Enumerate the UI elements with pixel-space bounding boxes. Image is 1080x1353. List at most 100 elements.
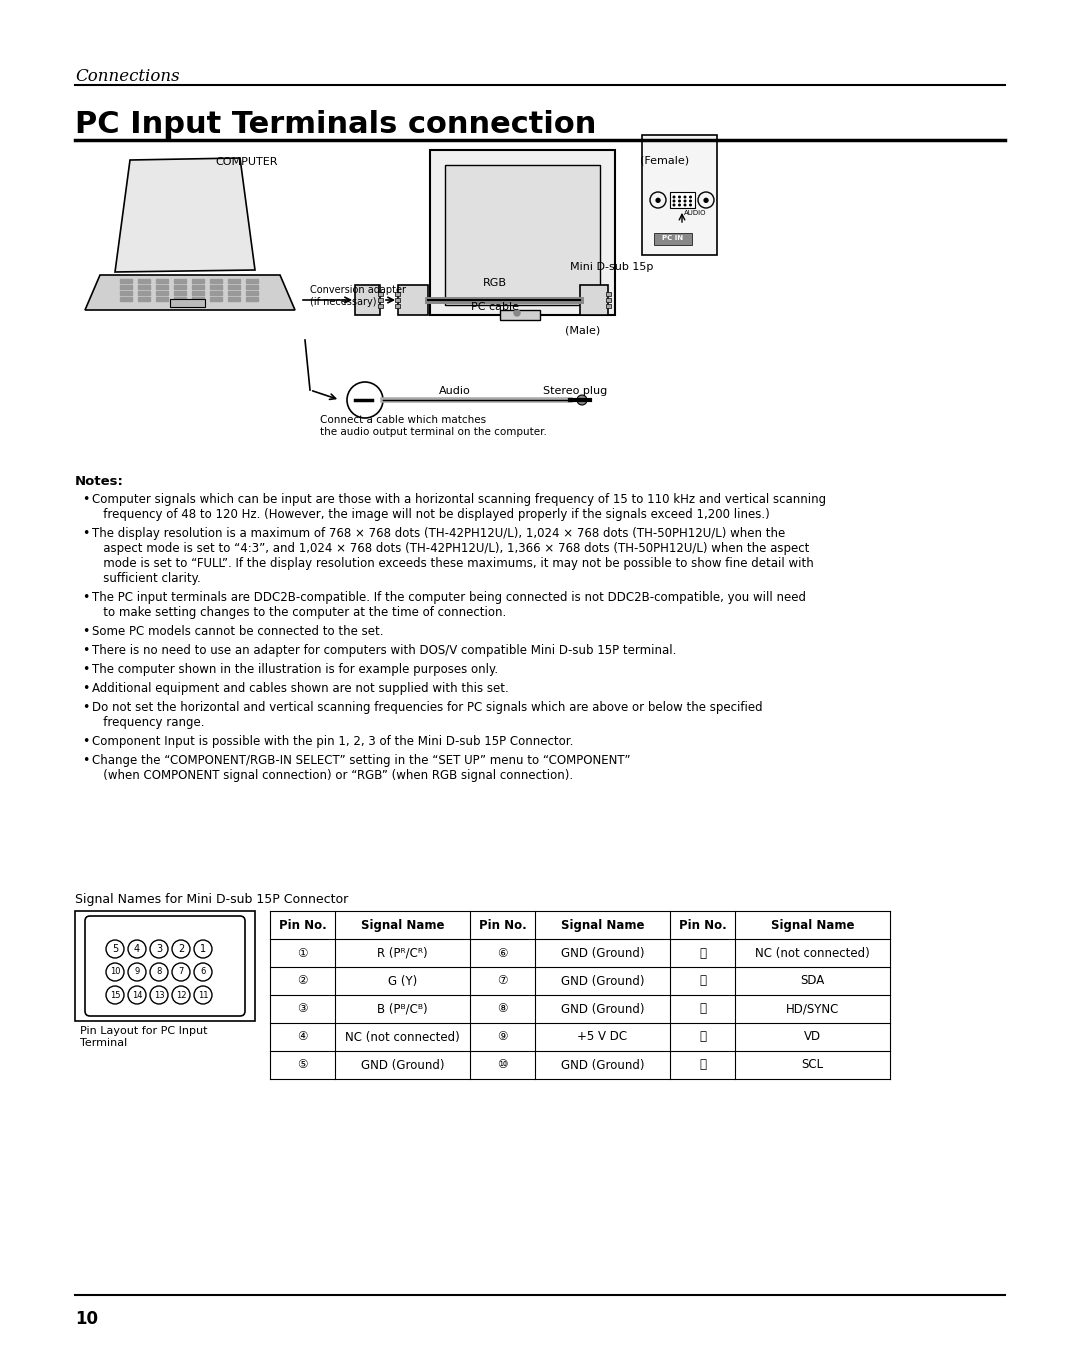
Text: ⑨: ⑨ (497, 1031, 508, 1043)
Text: •: • (82, 663, 90, 676)
Bar (120, 291, 132, 295)
Text: PC cable: PC cable (471, 302, 519, 313)
Text: ⑰: ⑰ (699, 947, 706, 959)
Bar (228, 298, 240, 300)
Text: 6: 6 (200, 967, 205, 977)
Text: Pin Layout for PC Input
Terminal: Pin Layout for PC Input Terminal (80, 1026, 207, 1047)
Bar (606, 304, 611, 308)
Text: GND (Ground): GND (Ground) (561, 1003, 645, 1016)
Text: Pin No.: Pin No. (279, 919, 326, 931)
Text: GND (Ground): GND (Ground) (561, 974, 645, 988)
Text: 11: 11 (198, 990, 208, 1000)
Bar (75, 911, 255, 1022)
Text: •: • (82, 591, 90, 603)
Text: Signal Names for Mini D-sub 15P Connector: Signal Names for Mini D-sub 15P Connecto… (75, 893, 348, 907)
Bar (192, 298, 204, 300)
Text: +5 V DC: +5 V DC (578, 1031, 627, 1043)
Bar (654, 233, 692, 245)
Bar (120, 285, 132, 290)
Text: ②: ② (297, 974, 308, 988)
Circle shape (690, 196, 691, 198)
Text: 15: 15 (110, 990, 120, 1000)
Text: HD/SYNC: HD/SYNC (786, 1003, 839, 1016)
Text: •: • (82, 701, 90, 714)
Text: NC (not connected): NC (not connected) (755, 947, 869, 959)
Text: Audio: Audio (440, 386, 471, 396)
Text: 7: 7 (178, 967, 184, 977)
Bar (246, 291, 258, 295)
Text: •: • (82, 644, 90, 658)
Bar (210, 279, 222, 283)
Text: SCL: SCL (801, 1058, 824, 1072)
Circle shape (673, 204, 675, 206)
Bar (228, 285, 240, 290)
Text: 4: 4 (134, 944, 140, 954)
Bar (228, 279, 240, 283)
Bar (395, 304, 400, 308)
Bar (355, 285, 380, 315)
Text: Pin No.: Pin No. (478, 919, 526, 931)
Text: GND (Ground): GND (Ground) (561, 947, 645, 959)
Polygon shape (85, 275, 295, 310)
Circle shape (690, 204, 691, 206)
Text: 8: 8 (157, 967, 162, 977)
Circle shape (685, 196, 686, 198)
Bar (246, 298, 258, 300)
Bar (378, 298, 383, 302)
Bar (580, 285, 608, 315)
Text: 12: 12 (176, 990, 186, 1000)
Text: GND (Ground): GND (Ground) (361, 1058, 444, 1072)
Text: NC (not connected): NC (not connected) (346, 1031, 460, 1043)
Text: Some PC models cannot be connected to the set.: Some PC models cannot be connected to th… (92, 625, 383, 639)
Circle shape (685, 204, 686, 206)
Circle shape (678, 196, 680, 198)
Bar (138, 279, 150, 283)
Text: Stereo plug: Stereo plug (543, 386, 607, 396)
Bar (399, 285, 428, 315)
Text: ⑲: ⑲ (699, 1003, 706, 1016)
Text: 9: 9 (134, 967, 139, 977)
Bar (192, 291, 204, 295)
Bar (642, 135, 717, 254)
Bar (210, 298, 222, 300)
Bar (606, 298, 611, 302)
Text: VD: VD (804, 1031, 821, 1043)
Bar (378, 292, 383, 296)
Text: 14: 14 (132, 990, 143, 1000)
Text: B (Pᴮ/Cᴮ): B (Pᴮ/Cᴮ) (377, 1003, 428, 1016)
Bar (445, 165, 600, 304)
Circle shape (690, 200, 691, 202)
Text: Computer signals which can be input are those with a horizontal scanning frequen: Computer signals which can be input are … (92, 492, 826, 521)
Text: 10: 10 (75, 1310, 98, 1329)
Bar (138, 291, 150, 295)
Text: (Male): (Male) (565, 325, 600, 336)
Text: •: • (82, 625, 90, 639)
Text: •: • (82, 754, 90, 767)
Circle shape (678, 200, 680, 202)
Text: ④: ④ (297, 1031, 308, 1043)
Text: ①: ① (297, 947, 308, 959)
Text: Signal Name: Signal Name (561, 919, 645, 931)
Bar (395, 298, 400, 302)
Polygon shape (114, 158, 255, 272)
Bar (138, 298, 150, 300)
Text: The computer shown in the illustration is for example purposes only.: The computer shown in the illustration i… (92, 663, 498, 676)
Text: ⑥: ⑥ (497, 947, 508, 959)
Text: Conversion adapter
(if necessary): Conversion adapter (if necessary) (310, 285, 406, 307)
Bar (120, 279, 132, 283)
Bar (156, 291, 168, 295)
Bar (170, 299, 205, 307)
Circle shape (673, 196, 675, 198)
Bar (174, 279, 186, 283)
Text: RGB: RGB (483, 277, 507, 288)
Bar (246, 285, 258, 290)
Text: ⑤: ⑤ (297, 1058, 308, 1072)
Text: ⑴: ⑴ (699, 1058, 706, 1072)
Circle shape (673, 200, 675, 202)
Text: 1: 1 (200, 944, 206, 954)
Bar (156, 279, 168, 283)
Text: ⑧: ⑧ (497, 1003, 508, 1016)
Text: SDA: SDA (800, 974, 825, 988)
Circle shape (577, 395, 588, 405)
Bar (378, 304, 383, 308)
